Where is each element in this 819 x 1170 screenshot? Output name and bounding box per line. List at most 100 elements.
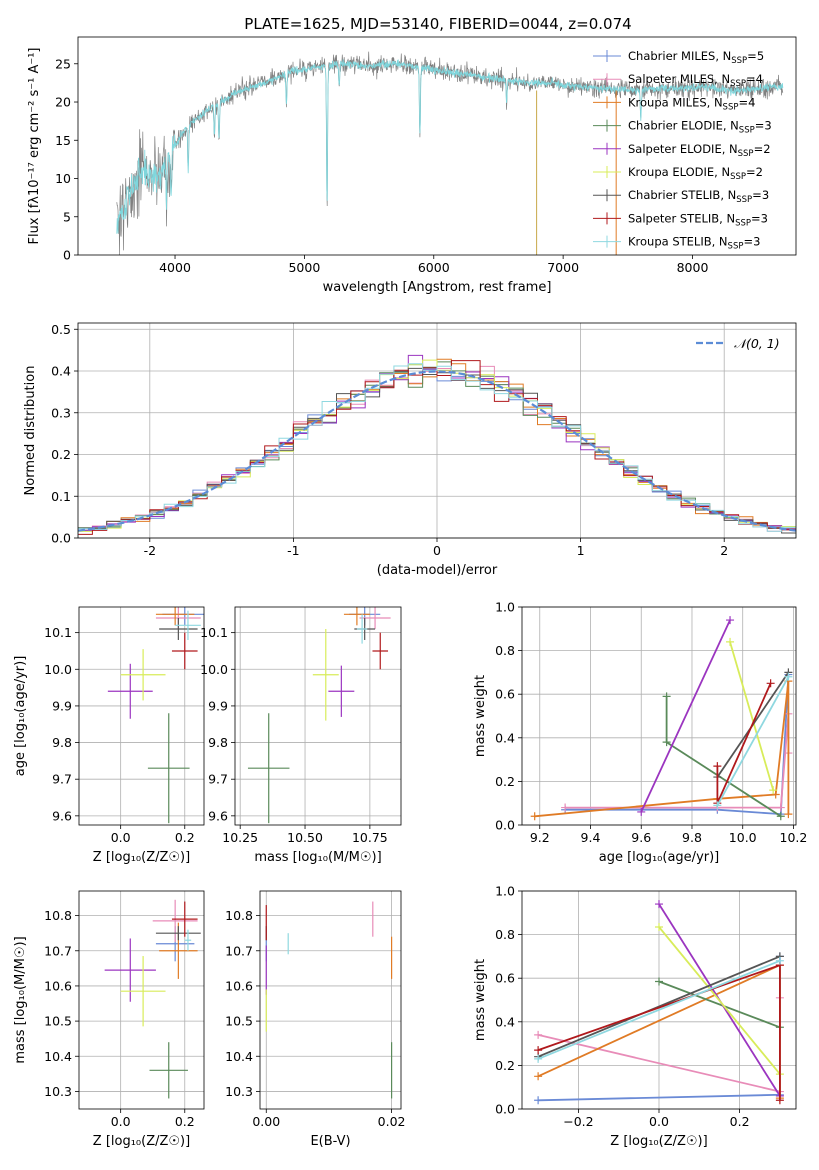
x-tick-label: 0.0	[111, 1114, 131, 1129]
x-tick-label: 5000	[288, 260, 320, 275]
axes-frame: 10.25 10.50 10.75 9.6 9.7 9.8 9.9 10.0 10.1 mass …	[200, 606, 402, 865]
y-axis-label: mass weight	[473, 675, 488, 757]
point-salpeter-elodie	[328, 665, 355, 717]
plot-area	[534, 900, 784, 1105]
x-tick-label: 10.0	[729, 830, 757, 845]
legend-label: Chabrier MILES, NSSP=5	[628, 49, 764, 66]
panel-age-vs-Z: 0.0 0.2 9.6 9.7 9.8 9.9 10.0 10.1 Z [log₁₀(Z/Z☉)…	[13, 606, 205, 865]
legend-nssp: 3	[753, 235, 760, 249]
plus-marker	[662, 738, 671, 747]
panel-mass-vs-Z: 0.0 0.2 10.3 10.4 10.5 10.6 10.7 10.8 Z [log₁₀(Z…	[13, 890, 205, 1149]
legend-label: Salpeter MILES, NSSP=4	[628, 72, 763, 89]
y-tick-label: 10.1	[200, 625, 228, 640]
mass-weight-line-kroupa-elodie	[658, 926, 781, 1075]
x-axis-label: wavelength [Angstrom, rest frame]	[323, 280, 552, 295]
plot-area	[265, 901, 393, 1099]
plus-marker	[534, 1054, 543, 1063]
y-tick-label: 10	[55, 171, 71, 186]
legend-model-name: Chabrier STELIB, N	[628, 188, 736, 202]
point-kroupa-elodie	[120, 649, 166, 701]
histogram-legend: 𝒩(0, 1)	[696, 336, 780, 351]
plus-marker	[726, 637, 735, 646]
plus-marker	[655, 977, 663, 986]
legend-label: Chabrier STELIB, NSSP=3	[628, 188, 769, 205]
plus-marker	[662, 692, 671, 701]
axes-frame: 0.0 0.2 9.6 9.7 9.8 9.9 10.0 10.1 Z [log₁₀(Z/Z☉)…	[13, 606, 205, 865]
legend-model-name: Salpeter MILES, N	[628, 72, 730, 86]
y-tick-label: 10.6	[225, 978, 253, 993]
mass-weight-line-kroupa-stelib	[716, 676, 790, 806]
point-salpeter-stelib	[171, 901, 198, 937]
point-chabrier-stelib	[155, 926, 201, 941]
y-tick-label: 0.2	[495, 774, 515, 789]
model-spectrum-line	[116, 59, 784, 234]
y-tick-label: 10.6	[44, 978, 72, 993]
y-tick-label: 10.0	[44, 662, 72, 677]
mass-weight-line-salpeter-elodie	[640, 619, 731, 813]
axes-box	[521, 606, 797, 826]
x-tick-label: 0.2	[175, 1114, 195, 1129]
legend-label: Kroupa MILES, NSSP=4	[628, 95, 755, 112]
x-axis-label: (data-model)/error	[377, 563, 498, 578]
x-tick-label: 0	[433, 543, 441, 558]
x-tick-label: 0.0	[649, 1114, 669, 1129]
legend-subscript: SSP	[731, 56, 747, 66]
legend-subscript: SSP	[730, 79, 746, 89]
mass-weight-line-salpeter-stelib	[716, 682, 772, 804]
plus-marker	[530, 812, 539, 821]
x-tick-label: 0.2	[730, 1114, 750, 1129]
panel-residual-hist: -2 -1 0 1 2 0.0 0.1 0.2 0.3 0.4 0.5 (data-model)/er…	[23, 322, 797, 578]
y-tick-label: 10.0	[200, 662, 228, 677]
y-tick-label: 10.4	[225, 1049, 253, 1064]
x-tick-label: -2	[144, 543, 156, 558]
plus-marker	[713, 801, 722, 810]
panel-spectrum: 4000 5000 6000 7000 80000510152025wavelength…	[27, 36, 797, 295]
x-tick-label: 6000	[418, 260, 450, 275]
x-tick-label: 10.75	[352, 830, 388, 845]
x-axis-label: Z [log₁₀(Z/Z☉)]	[610, 1134, 707, 1149]
plus-marker	[655, 922, 663, 931]
y-tick-label: 10.8	[225, 908, 253, 923]
x-tick-label: 4000	[159, 260, 191, 275]
plus-marker	[637, 807, 646, 816]
axes-frame: 0.0 0.2 10.3 10.4 10.5 10.6 10.7 10.8 Z [log₁₀(Z…	[13, 890, 205, 1149]
mass-weight-line-chabrier-miles	[565, 674, 790, 816]
point-kroupa-miles	[343, 607, 370, 626]
point-chabrier-elodie	[149, 1042, 188, 1099]
y-tick-label: 0.0	[495, 1102, 515, 1117]
y-axis-label: Flux [fλ10⁻¹⁷ erg cm⁻² s⁻¹ A⁻¹]	[27, 48, 42, 245]
y-tick-label: 10.7	[225, 943, 253, 958]
point-salpeter-elodie	[107, 663, 153, 719]
plus-marker	[784, 672, 793, 681]
x-tick-label: 0.02	[378, 1114, 406, 1129]
point-salpeter-miles	[152, 899, 198, 942]
y-tick-label: 15	[55, 133, 71, 148]
x-tick-label: 10.2	[780, 830, 808, 845]
y-axis-label: mass [log₁₀(M/M☉)]	[13, 936, 28, 1063]
point-kroupa-stelib	[175, 610, 201, 640]
legend-label: 𝒩(0, 1)	[734, 336, 780, 351]
x-axis-label: E(B-V)	[310, 1134, 350, 1149]
plot-area	[530, 616, 793, 821]
y-tick-label: 10.8	[44, 908, 72, 923]
plus-marker	[534, 1072, 543, 1081]
point-salpeter-stelib	[171, 632, 198, 670]
y-tick-label: 10.3	[44, 1084, 72, 1099]
panel-age-vs-mass: 10.25 10.50 10.75 9.6 9.7 9.8 9.9 10.0 10.1 mass …	[200, 606, 402, 865]
legend-model-name: Chabrier ELODIE, N	[628, 119, 739, 133]
legend-equals: =	[738, 95, 748, 109]
y-tick-label: 1.0	[495, 884, 515, 899]
legend-label: Salpeter ELODIE, NSSP=2	[628, 142, 771, 159]
y-tick-label: 9.8	[208, 735, 228, 750]
y-tick-label: 0.4	[495, 730, 515, 745]
x-tick-label: −0.2	[563, 1114, 593, 1129]
panel-mass-vs-EBV: 0.00 0.02 10.3 10.4 10.5 10.6 10.7 10.8 E(B-V)	[225, 890, 406, 1149]
plus-marker	[534, 1030, 543, 1039]
x-tick-label: 9.8	[682, 830, 702, 845]
mass-weight-line-kroupa-stelib	[537, 959, 781, 1060]
y-tick-label: 9.9	[208, 698, 228, 713]
legend-label: Chabrier ELODIE, NSSP=3	[628, 119, 772, 136]
plus-marker	[769, 786, 778, 795]
histogram-kroupa-stelib	[78, 363, 796, 538]
point-kroupa-elodie	[312, 628, 339, 721]
